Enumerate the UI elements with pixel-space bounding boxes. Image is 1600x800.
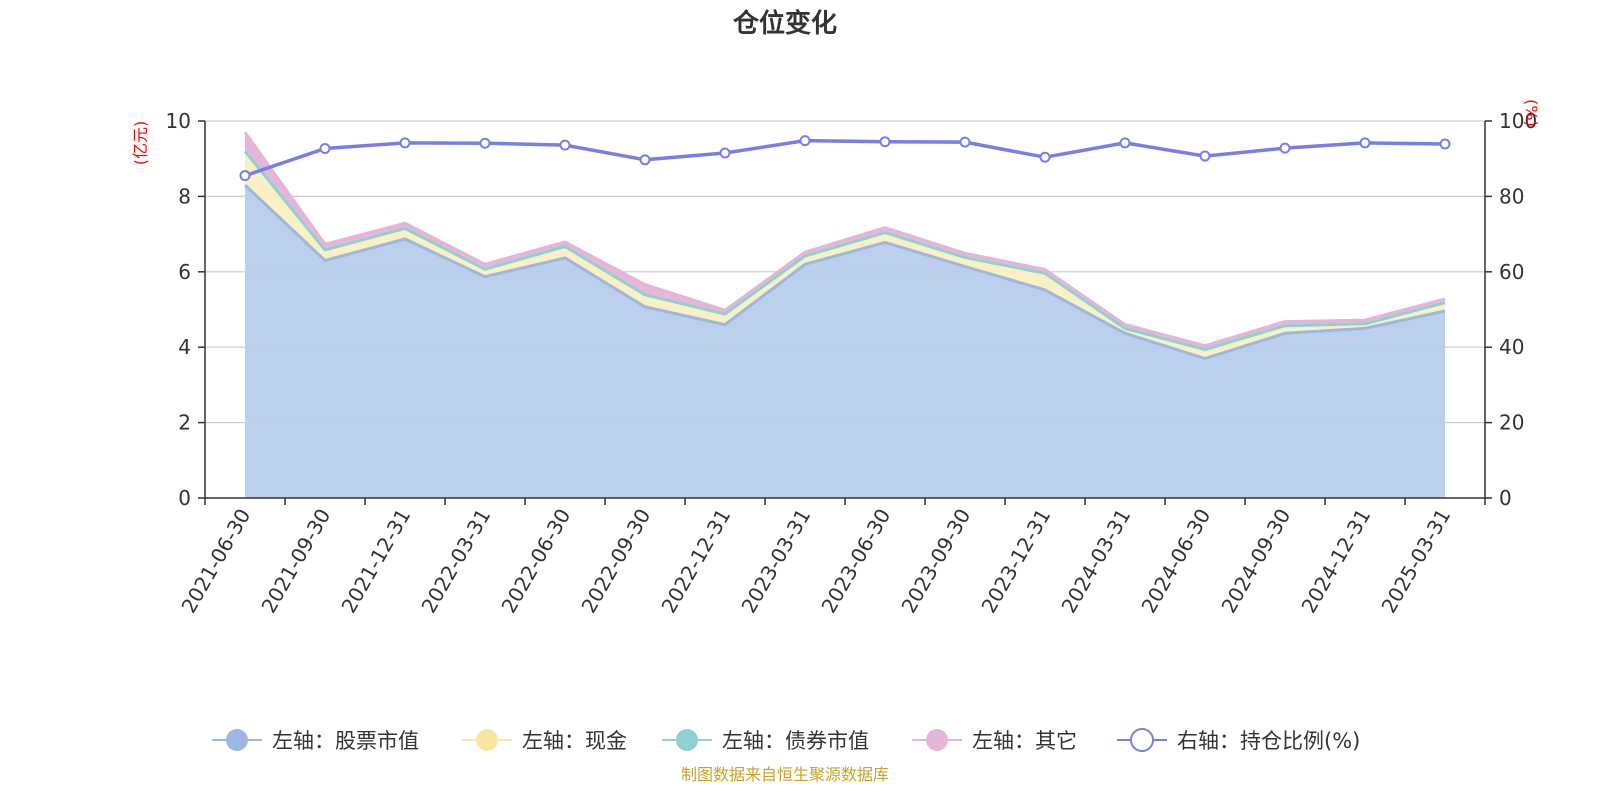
ratio-point <box>1199 150 1211 162</box>
legend-item: 左轴：现金 <box>462 729 627 753</box>
ratio-point <box>1039 151 1051 163</box>
x-tick-label: 2024-03-31 <box>1056 505 1135 618</box>
right-tick-label: 60 <box>1499 260 1524 284</box>
chart-title: 仓位变化 <box>732 8 837 39</box>
ratio-point <box>239 170 251 182</box>
x-tick-label: 2022-09-30 <box>576 505 655 618</box>
x-tick-label: 2021-06-30 <box>176 505 255 618</box>
x-tick-label: 2021-12-31 <box>336 505 415 618</box>
left-axis-unit: (亿元) <box>131 121 150 166</box>
legend-item: 左轴：其它 <box>912 729 1077 753</box>
x-tick-label: 2023-09-30 <box>896 505 975 618</box>
ratio-point <box>479 137 491 149</box>
area-line-4 <box>243 131 1446 348</box>
x-tick-label: 2023-06-30 <box>816 505 895 618</box>
left-tick-label: 6 <box>178 260 191 284</box>
ratio-point <box>959 136 971 148</box>
x-tick-label: 2023-03-31 <box>736 505 815 618</box>
right-tick-label: 0 <box>1499 486 1512 510</box>
x-tick-label: 2024-12-31 <box>1296 505 1375 618</box>
area-line-1 <box>243 184 1446 360</box>
ratio-point <box>1359 137 1371 149</box>
left-tick-label: 0 <box>178 486 191 510</box>
legend-item: 右轴：持仓比例(%) <box>1117 728 1360 753</box>
legend-item: 左轴：债券市值 <box>662 729 869 753</box>
right-axis-unit: (%) <box>1522 99 1541 127</box>
x-tick-label: 2025-03-31 <box>1376 505 1455 618</box>
legend-marker <box>676 729 698 751</box>
ratio-line-series <box>239 135 1451 182</box>
x-tick-label: 2023-12-31 <box>976 505 1055 618</box>
left-tick-label: 4 <box>178 335 191 359</box>
legend: 左轴：股票市值 左轴：现金 左轴：债券市值 左轴：其它 右轴：持仓比例(%) <box>212 728 1360 753</box>
legend-marker <box>926 729 948 751</box>
left-tick-label: 8 <box>178 184 191 208</box>
x-tick-label: 2022-06-30 <box>496 505 575 618</box>
right-tick-label: 100 <box>1499 109 1537 133</box>
ratio-line <box>244 138 1446 178</box>
ratio-point <box>1439 138 1451 150</box>
x-tick-label: 2022-03-31 <box>416 505 495 618</box>
x-tick-label: 2021-09-30 <box>256 505 335 618</box>
right-tick-label: 40 <box>1499 335 1524 359</box>
ratio-point <box>639 154 651 166</box>
legend-marker <box>476 729 498 751</box>
source-note: 制图数据来自恒生聚源数据库 <box>681 765 889 784</box>
ratio-point <box>1119 137 1131 149</box>
left-tick-label: 10 <box>166 109 191 133</box>
legend-label: 左轴：股票市值 <box>272 729 419 753</box>
legend-marker <box>1130 728 1154 752</box>
area-line-3 <box>243 150 1446 351</box>
ratio-point <box>799 135 811 147</box>
ratio-point <box>559 139 571 151</box>
x-tick-label: 2024-06-30 <box>1136 505 1215 618</box>
legend-label: 左轴：其它 <box>972 729 1077 753</box>
legend-marker <box>226 729 248 751</box>
ratio-point <box>719 147 731 159</box>
legend-label: 右轴：持仓比例(%) <box>1177 729 1360 753</box>
x-tick-label: 2024-09-30 <box>1216 505 1295 618</box>
right-tick-label: 80 <box>1499 184 1524 208</box>
legend-label: 左轴：现金 <box>522 729 627 753</box>
ratio-point <box>1279 142 1291 154</box>
legend-item: 左轴：股票市值 <box>212 729 419 753</box>
ratio-point <box>879 136 891 148</box>
x-tick-label: 2022-12-31 <box>656 505 735 618</box>
ratio-point <box>319 143 331 155</box>
ratio-point <box>399 137 411 149</box>
left-tick-label: 2 <box>178 411 191 435</box>
stacked-areas <box>243 131 1446 498</box>
right-tick-label: 20 <box>1499 411 1524 435</box>
legend-label: 左轴：债券市值 <box>722 729 869 753</box>
